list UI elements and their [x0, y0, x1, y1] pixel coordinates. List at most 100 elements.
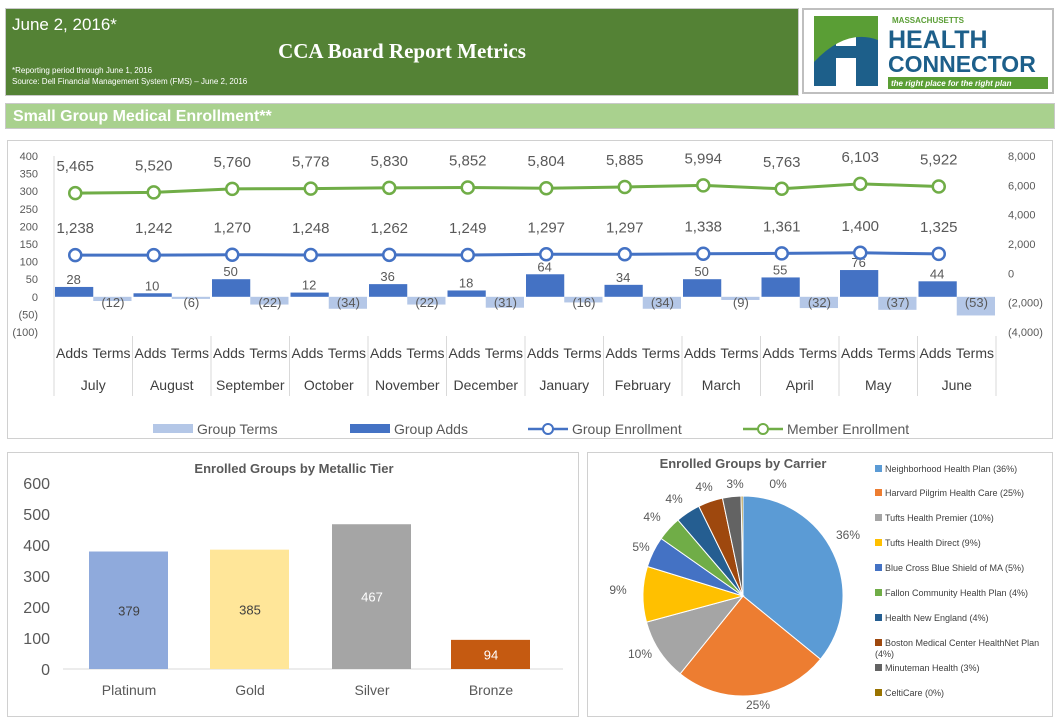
chart-title: Enrolled Groups by Carrier — [660, 456, 827, 471]
left-axis-tick: 100 — [20, 257, 38, 269]
line-data-label: 5,778 — [292, 154, 330, 171]
adds-label: Adds — [763, 345, 795, 361]
y-axis-tick: 500 — [23, 507, 50, 524]
adds-label: Adds — [56, 345, 88, 361]
data-point — [853, 176, 868, 192]
terms-data-label: (34) — [337, 295, 360, 310]
report-title: CCA Board Report Metrics — [278, 39, 526, 63]
line-data-label: 1,248 — [292, 220, 330, 237]
legend-label: Fallon Community Health Plan (4%) — [885, 588, 1029, 598]
pie-data-label: 36% — [836, 528, 860, 542]
legend-item: Tufts Health Premier (10%) — [875, 513, 1050, 524]
tier-bar — [210, 549, 289, 669]
adds-label: Adds — [213, 345, 245, 361]
terms-label: Terms — [877, 345, 915, 361]
terms-data-label: (16) — [572, 295, 595, 310]
adds-data-label: 44 — [930, 266, 944, 281]
data-point — [931, 246, 946, 262]
data-point — [460, 180, 475, 195]
tier-bar — [332, 524, 411, 669]
legend-item: Neighborhood Health Plan (36%) — [875, 464, 1050, 475]
group-terms-bar — [171, 296, 210, 299]
line-data-label: 1,242 — [135, 220, 173, 237]
legend-label: CeltiCare (0%) — [885, 688, 945, 698]
adds-label: Adds — [841, 345, 873, 361]
legend-label: Neighborhood Health Plan (36%) — [885, 464, 1018, 474]
legend-label: Group Adds — [394, 421, 468, 437]
left-axis-tick: (100) — [12, 327, 38, 339]
line-data-label: 1,400 — [841, 218, 879, 235]
right-axis-tick: (4,000) — [1008, 327, 1043, 339]
legend-swatch — [875, 664, 882, 671]
line-data-label: 5,922 — [920, 151, 958, 168]
right-axis-tick: 2,000 — [1008, 239, 1036, 251]
group-adds-bar — [761, 277, 800, 297]
adds-label: Adds — [606, 345, 638, 361]
left-axis-tick: 400 — [20, 151, 38, 163]
month-label: January — [539, 377, 589, 393]
left-axis-tick: 250 — [20, 204, 38, 216]
data-point — [617, 179, 632, 195]
group-adds-bar — [526, 274, 565, 297]
legend-marker — [542, 423, 554, 435]
data-point — [225, 247, 240, 262]
line-data-label: 5,760 — [213, 154, 251, 171]
y-axis-tick: 100 — [23, 631, 50, 648]
left-axis-tick: 0 — [32, 292, 38, 304]
pie-slice — [740, 495, 744, 597]
terms-data-label: (22) — [258, 295, 281, 310]
group-adds-bar — [55, 286, 94, 297]
data-point — [853, 245, 868, 261]
group-terms-bar — [250, 296, 289, 305]
adds-label: Adds — [920, 345, 952, 361]
legend-item: CeltiCare (0%) — [875, 688, 1050, 699]
legend-swatch — [875, 489, 882, 496]
left-axis-tick: 200 — [20, 221, 38, 233]
line-data-label: 5,885 — [606, 152, 644, 169]
tier-data-label: 379 — [118, 603, 140, 618]
group-adds-bar — [290, 292, 329, 297]
tier-category-label: Silver — [354, 682, 389, 698]
legend-label: Tufts Health Direct (9%) — [885, 538, 981, 548]
adds-data-label: 10 — [145, 278, 159, 293]
group-adds-bar — [447, 290, 486, 297]
adds-data-label: 50 — [694, 264, 708, 279]
line-data-label: 5,520 — [135, 157, 173, 174]
terms-label: Terms — [328, 345, 366, 361]
chart-title: Enrolled Groups by Metallic Tier — [194, 461, 393, 476]
pie-data-label: 4% — [665, 492, 683, 506]
pie-data-label: 25% — [746, 698, 770, 712]
legend-label: Group Enrollment — [572, 421, 682, 437]
line-data-label: 6,103 — [841, 149, 879, 166]
terms-label: Terms — [720, 345, 758, 361]
line-data-label: 1,325 — [920, 219, 958, 236]
legend-swatch — [875, 689, 882, 696]
adds-label: Adds — [370, 345, 402, 361]
section-title: Small Group Medical Enrollment** — [5, 103, 1055, 129]
legend-label: Member Enrollment — [787, 421, 909, 437]
data-point — [774, 246, 789, 261]
logo-line2: HEALTH — [888, 26, 988, 54]
terms-label: Terms — [92, 345, 130, 361]
month-label: February — [615, 377, 671, 393]
series-line-member-enrollment — [75, 182, 939, 195]
line-data-label: 1,297 — [527, 219, 565, 236]
legend-item: Boston Medical Center HealthNet Plan (4%… — [875, 638, 1050, 660]
logo-line1: MASSACHUSETTS — [892, 16, 965, 25]
adds-data-label: 18 — [459, 275, 473, 290]
month-label: June — [942, 377, 973, 393]
terms-label: Terms — [563, 345, 601, 361]
legend-swatch — [875, 465, 882, 472]
metallic-tier-panel: Enrolled Groups by Metallic Tier 600 500 40… — [7, 452, 579, 717]
tier-bar — [451, 639, 530, 669]
y-axis-tick: 400 — [23, 538, 50, 555]
line-data-label: 1,361 — [763, 218, 801, 235]
adds-data-label: 28 — [66, 272, 80, 287]
pie-data-label: 4% — [643, 510, 661, 524]
report-header: June 2, 2016* CCA Board Report Metrics *… — [5, 8, 799, 96]
adds-data-label: 50 — [223, 264, 237, 279]
terms-label: Terms — [171, 345, 209, 361]
right-axis-tick: 0 — [1008, 268, 1014, 280]
group-terms-bar — [799, 296, 838, 309]
legend-swatch — [350, 424, 390, 433]
